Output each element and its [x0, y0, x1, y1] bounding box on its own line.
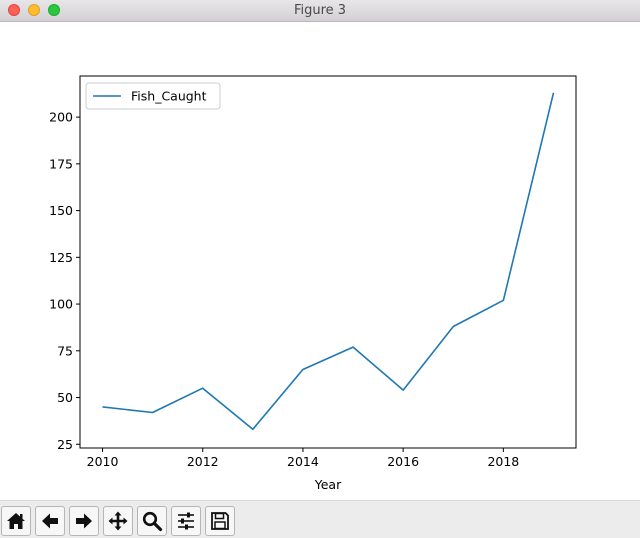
save-button[interactable]: [205, 506, 235, 536]
window-titlebar: Figure 3: [0, 0, 640, 22]
home-button[interactable]: [1, 506, 31, 536]
legend-label-fish-caught: Fish_Caught: [131, 89, 207, 104]
close-window-button[interactable]: [8, 4, 20, 16]
x-tick-label: 2010: [87, 454, 119, 469]
forward-arrow-icon: [76, 513, 92, 529]
y-tick-label: 150: [49, 203, 73, 218]
pan-button[interactable]: [103, 506, 133, 536]
y-tick-label: 175: [49, 156, 73, 171]
y-tick-label: 200: [49, 110, 73, 125]
y-tick-label: 75: [57, 343, 73, 358]
y-tick-label: 125: [49, 250, 73, 265]
configure-subplots-button[interactable]: [171, 506, 201, 536]
maximize-window-button[interactable]: [48, 4, 60, 16]
home-icon: [7, 513, 25, 529]
series-line-fish-caught: [102, 92, 555, 431]
line-chart: 2010 2012 2014 2016 2018 25 50 75 100 125 150 175 20…: [49, 75, 577, 492]
x-tick-label: 2012: [187, 454, 219, 469]
y-tick-label: 25: [57, 437, 73, 452]
back-button[interactable]: [35, 506, 65, 536]
forward-button[interactable]: [69, 506, 99, 536]
plot-area: [79, 75, 577, 449]
legend-box: [85, 82, 221, 110]
save-floppy-icon: [211, 512, 229, 530]
zoom-magnifier-icon: [142, 511, 163, 532]
x-tick-label: 2018: [487, 454, 519, 469]
y-tick-label: 100: [49, 297, 73, 312]
x-tick-label: 2016: [387, 454, 419, 469]
pan-move-icon: [108, 511, 128, 531]
zoom-button[interactable]: [137, 506, 167, 536]
window-title: Figure 3: [293, 3, 347, 18]
x-axis-label: Year: [314, 477, 342, 492]
configure-subplots-icon: [178, 512, 194, 530]
x-tick-label: 2014: [287, 454, 319, 469]
minimize-window-button[interactable]: [28, 4, 40, 16]
navigation-toolbar: [0, 500, 640, 538]
back-arrow-icon: [42, 513, 58, 529]
legend: Fish_Caught: [85, 82, 221, 110]
figure-canvas: 2010 2012 2014 2016 2018 25 50 75 100 125 150 175 20…: [0, 22, 640, 500]
y-tick-label: 50: [57, 390, 73, 405]
